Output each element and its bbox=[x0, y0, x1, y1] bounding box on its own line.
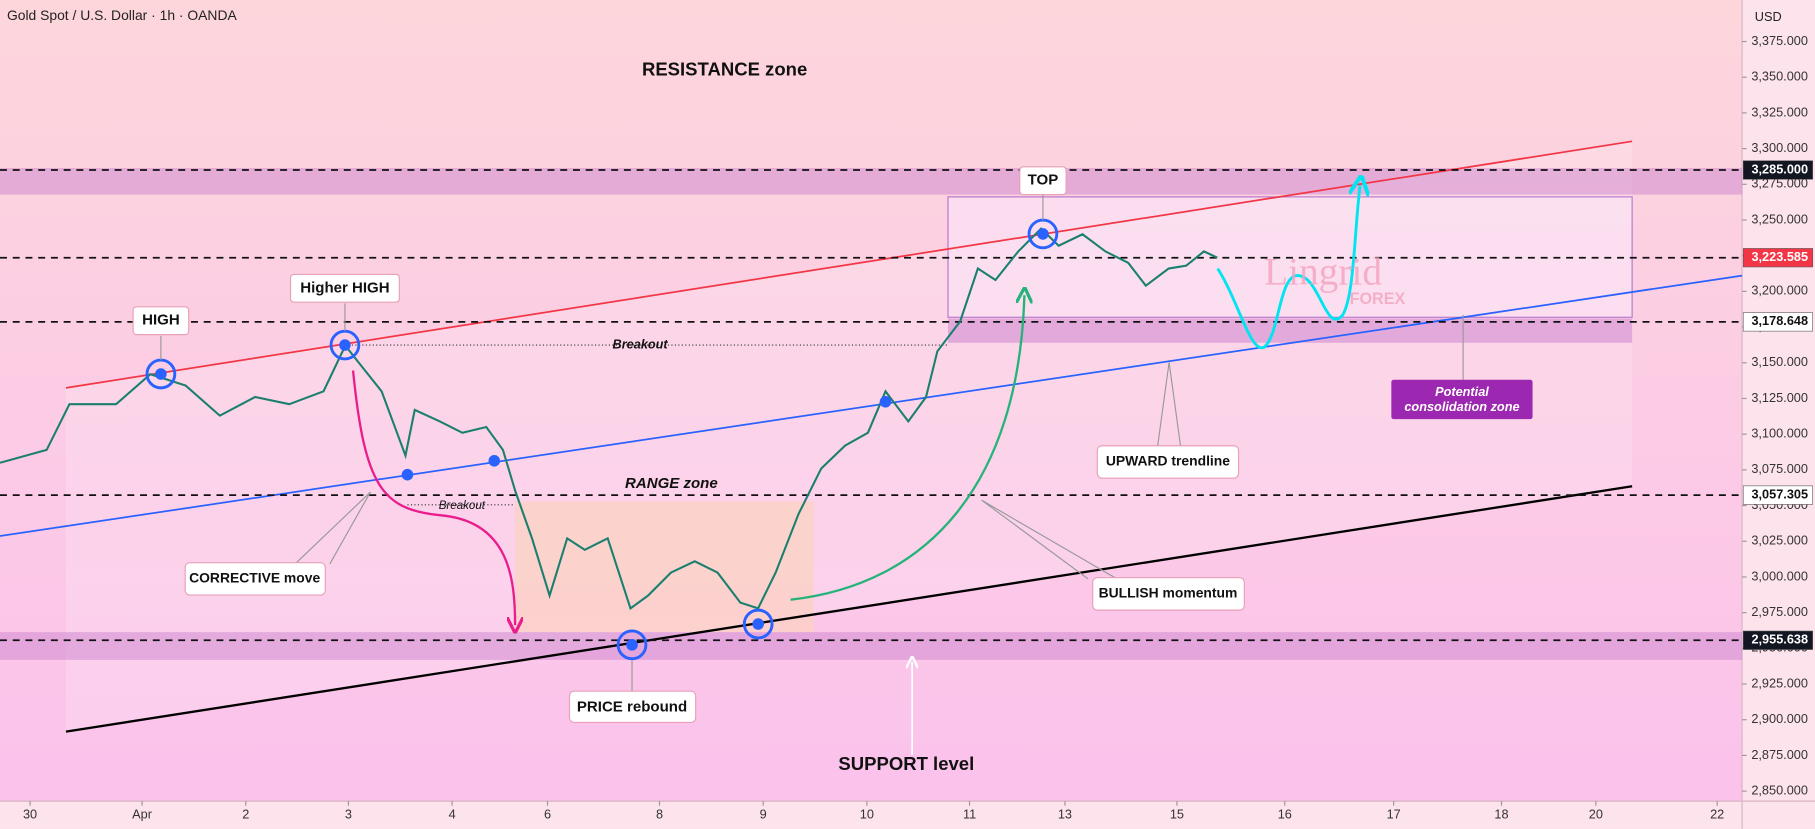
callout-box bbox=[132, 306, 190, 336]
x-tick-label: 17 bbox=[1387, 806, 1401, 821]
level-label: 3,223.585 bbox=[1751, 249, 1808, 264]
x-tick-label: 2 bbox=[242, 806, 249, 821]
chart-title: Gold Spot / U.S. Dollar · 1h · OANDA bbox=[7, 7, 238, 23]
level-label: 3,057.305 bbox=[1751, 486, 1808, 501]
callout-box bbox=[289, 273, 400, 303]
callout-box bbox=[1019, 166, 1067, 196]
level-tag bbox=[1742, 248, 1813, 268]
y-tick-label: 3,300.000 bbox=[1751, 140, 1808, 155]
bullish-label: BULLISH momentum bbox=[1099, 585, 1238, 601]
y-tick-label: 3,100.000 bbox=[1751, 426, 1808, 441]
y-tick-label: 3,125.000 bbox=[1751, 390, 1808, 405]
upward-trendline bbox=[0, 274, 1743, 537]
range-label: RANGE zone bbox=[625, 475, 718, 492]
projection-path bbox=[1216, 185, 1360, 350]
x-tick-label: 16 bbox=[1278, 806, 1292, 821]
y-tick-label: 3,200.000 bbox=[1751, 283, 1808, 298]
x-tick-label: 9 bbox=[760, 806, 767, 821]
price-axis bbox=[1742, 0, 1815, 829]
y-tick-label: 3,075.000 bbox=[1751, 461, 1808, 476]
x-tick-label: 8 bbox=[656, 806, 663, 821]
y-tick-label: 3,375.000 bbox=[1751, 33, 1808, 48]
y-tick-label: 3,350.000 bbox=[1751, 69, 1808, 84]
y-tick-label: 3,025.000 bbox=[1751, 533, 1808, 548]
level-label: 3,285.000 bbox=[1751, 161, 1808, 176]
x-tick-label: 3 bbox=[345, 806, 352, 821]
x-tick-label: Apr bbox=[132, 806, 153, 821]
potential-label: Potential bbox=[1435, 384, 1489, 399]
level-label: 3,178.648 bbox=[1751, 313, 1808, 328]
x-tick-label: 10 bbox=[860, 806, 874, 821]
resistance-band bbox=[0, 167, 1743, 195]
callout-box bbox=[184, 562, 326, 596]
y-tick-label: 3,325.000 bbox=[1751, 104, 1808, 119]
breakout-label: Breakout bbox=[439, 500, 486, 512]
level-tag bbox=[1742, 312, 1813, 332]
callout-box bbox=[1092, 577, 1245, 611]
x-tick-label: 20 bbox=[1589, 806, 1603, 821]
y-tick-label: 3,000.000 bbox=[1751, 568, 1808, 583]
x-tick-label: 30 bbox=[23, 806, 37, 821]
x-tick-label: 11 bbox=[963, 806, 976, 821]
level-tag bbox=[1742, 630, 1813, 650]
y-tick-label: 3,250.000 bbox=[1751, 211, 1808, 226]
high-label: HIGH bbox=[142, 312, 180, 329]
time-axis bbox=[0, 801, 1743, 829]
y-tick-label: 3,150.000 bbox=[1751, 354, 1808, 369]
support-trendline bbox=[65, 485, 1633, 733]
higher-high-label: Higher HIGH bbox=[300, 279, 389, 296]
level-tag bbox=[1742, 485, 1813, 505]
x-tick-label: 6 bbox=[544, 806, 551, 821]
resistance-label: RESISTANCE zone bbox=[642, 59, 807, 80]
corrective-arrow bbox=[351, 370, 515, 626]
x-tick-label: 13 bbox=[1058, 806, 1072, 821]
x-tick-label: 15 bbox=[1170, 806, 1184, 821]
momentum-arrow bbox=[790, 295, 1025, 601]
callout-box bbox=[568, 690, 697, 723]
y-tick-label: 2,875.000 bbox=[1751, 747, 1808, 762]
callout-lines bbox=[160, 194, 1464, 693]
top-label: TOP bbox=[1028, 172, 1059, 189]
level-label: 2,955.638 bbox=[1751, 632, 1808, 647]
x-tick-label: 4 bbox=[449, 806, 456, 821]
x-tick-label: 18 bbox=[1494, 806, 1508, 821]
breakout-label: Breakout bbox=[613, 336, 669, 351]
y-tick-label: 2,975.000 bbox=[1751, 604, 1808, 619]
watermark: Lingrid bbox=[1264, 250, 1382, 294]
callout-box bbox=[1391, 379, 1533, 420]
y-tick-label: 2,925.000 bbox=[1751, 675, 1808, 690]
consolidation-label: consolidation zone bbox=[1404, 399, 1519, 414]
range-box bbox=[515, 501, 814, 633]
corrective-label: CORRECTIVE move bbox=[189, 570, 320, 586]
resistance-trendline bbox=[65, 140, 1633, 389]
y-tick-label: 2,850.000 bbox=[1751, 782, 1808, 797]
upward-label: UPWARD trendline bbox=[1106, 453, 1230, 469]
watermark-sub: FOREX bbox=[1350, 290, 1406, 308]
level-tag bbox=[1742, 160, 1813, 180]
rebound-label: PRICE rebound bbox=[577, 698, 687, 715]
support-label: SUPPORT level bbox=[838, 753, 974, 774]
x-tick-label: 22 bbox=[1710, 806, 1724, 821]
callout-box bbox=[1096, 445, 1240, 479]
pivot-dots bbox=[155, 228, 1049, 651]
currency: USD bbox=[1755, 9, 1782, 24]
y-tick-label: 2,900.000 bbox=[1751, 711, 1808, 726]
support-band bbox=[0, 632, 1743, 660]
